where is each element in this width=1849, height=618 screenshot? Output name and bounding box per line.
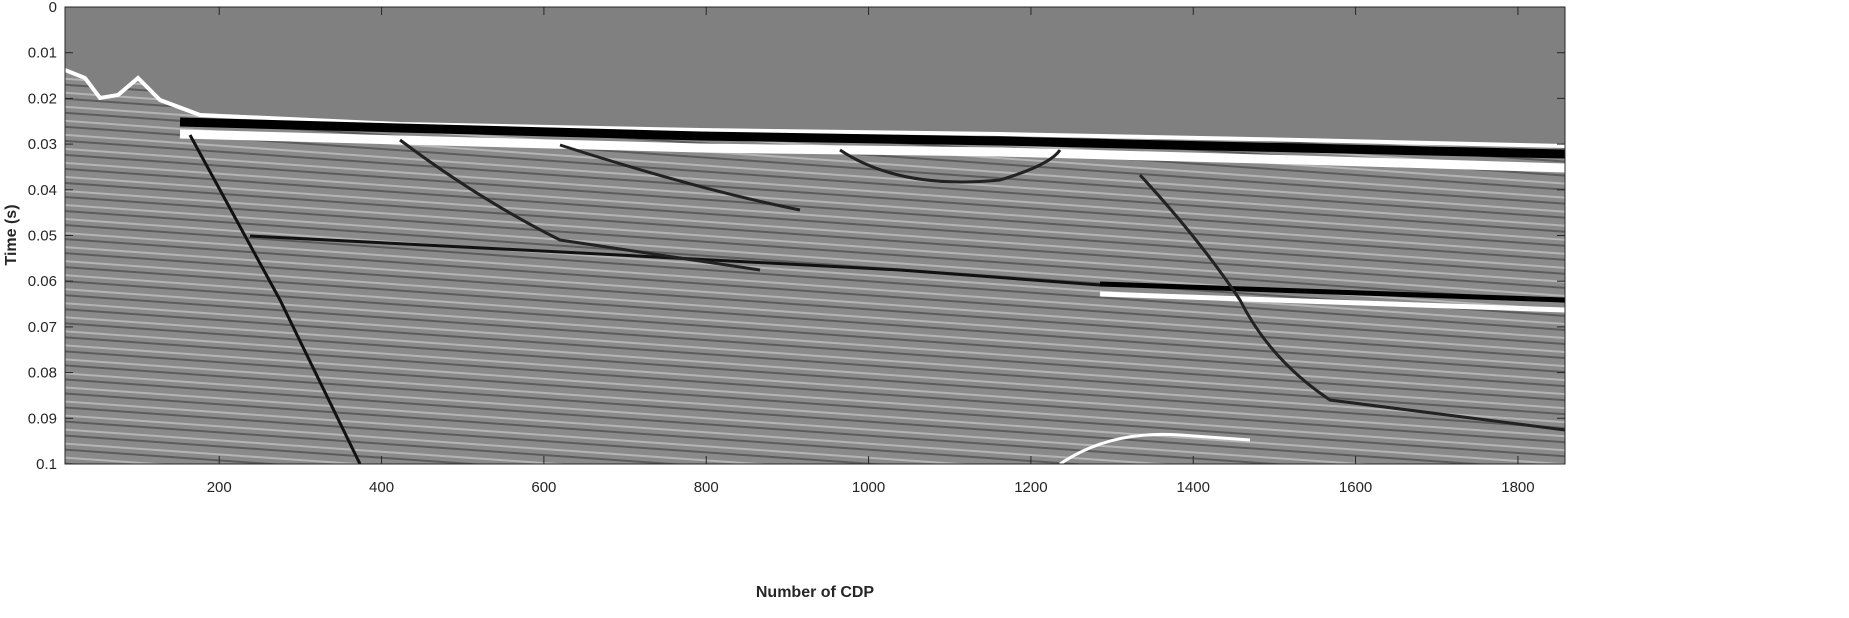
y-tick-label: 0.06: [28, 273, 57, 290]
y-tick-label: 0.04: [28, 182, 57, 199]
x-tick-label: 200: [207, 479, 232, 496]
x-tick-label: 1400: [1177, 479, 1210, 496]
reflector: [399, 138, 761, 272]
reflector: [559, 143, 801, 212]
y-tick-label: 0.07: [28, 319, 57, 336]
x-axis-label: Number of CDP: [756, 584, 875, 601]
reflector: [1138, 173, 1565, 432]
x-tick-label: 600: [531, 479, 556, 496]
x-tick-label: 1600: [1339, 479, 1372, 496]
x-tick-label: 1800: [1501, 479, 1534, 496]
reflector: [1099, 291, 1565, 313]
y-axis-label: Time (s): [3, 204, 20, 265]
y-tick-label: 0.01: [28, 45, 57, 62]
x-tick-label: 400: [369, 479, 394, 496]
x-tick-label: 800: [694, 479, 719, 496]
y-tick-label: 0.1: [36, 456, 57, 473]
seafloor-reflector: [179, 117, 1565, 159]
x-tick-label: 1000: [852, 479, 885, 496]
reflector: [249, 234, 1101, 287]
y-tick-label: 0: [49, 0, 57, 16]
y-tick-label: 0.03: [28, 136, 57, 153]
reflector: [1059, 432, 1251, 464]
reflector: [1099, 281, 1565, 303]
dipping-event: [188, 134, 362, 464]
seismic-image: [65, 7, 1565, 464]
reflector: [839, 148, 1062, 184]
y-tick-label: 0.05: [28, 228, 57, 245]
x-tick-label: 1200: [1014, 479, 1047, 496]
seafloor-top: [65, 68, 1565, 148]
y-tick-label: 0.02: [28, 90, 57, 107]
y-tick-label: 0.08: [28, 365, 57, 382]
y-tick-label: 0.09: [28, 410, 57, 427]
seafloor-white: [179, 129, 1565, 173]
